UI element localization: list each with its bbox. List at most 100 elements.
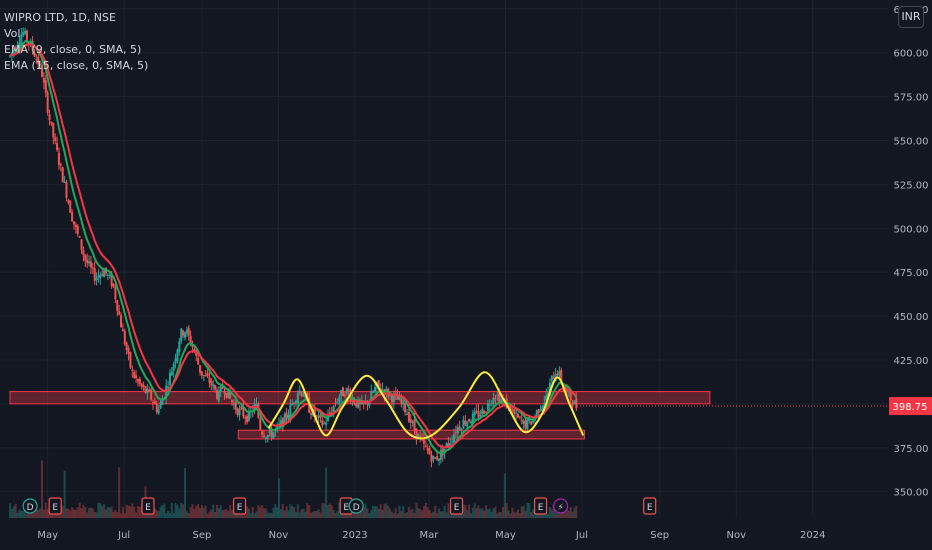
event-marker-shape (48, 497, 62, 515)
y-tick-label: 475.00 (894, 268, 929, 279)
candle (558, 366, 561, 379)
candle-body (454, 432, 457, 434)
candle (496, 391, 499, 402)
volume-bar (522, 505, 525, 518)
grid-lines (0, 0, 888, 518)
candle (35, 54, 38, 64)
candle (539, 405, 542, 412)
event-marker-label: E (237, 503, 243, 513)
candle-body (223, 390, 226, 394)
volume-bar (170, 502, 173, 518)
volume-bar (547, 513, 550, 518)
candle (437, 458, 440, 466)
candle (86, 253, 89, 268)
ema-slow-label[interactable]: EMA (15, close, 0, SMA, 5) (4, 59, 149, 72)
candle (238, 404, 241, 421)
candle-body (16, 45, 19, 49)
volume-bar (389, 508, 392, 518)
volume-bar (490, 511, 493, 518)
volume-bar (279, 509, 282, 518)
candle-body (518, 416, 521, 418)
volume-bar (37, 509, 40, 518)
volume-bar (210, 509, 213, 518)
event-marker-earnings: E (449, 497, 464, 515)
candle-body (78, 236, 81, 238)
candle-body (210, 380, 213, 385)
candle-body (48, 114, 51, 121)
candle-body (225, 392, 228, 398)
currency-button[interactable]: INR (898, 6, 924, 28)
volume-bar (321, 503, 324, 518)
candle (225, 392, 228, 399)
volume-bar (439, 511, 442, 518)
candle-body (259, 418, 262, 430)
volume-bar (481, 508, 484, 518)
candle-body (458, 426, 461, 430)
volume-bar (95, 512, 98, 518)
candle-body (432, 456, 435, 460)
ema-fast-label[interactable]: EMA (9, close, 0, SMA, 5) (4, 43, 142, 56)
candle (302, 391, 305, 397)
candle-body (178, 341, 181, 352)
volume-bar (413, 512, 416, 518)
volume-bar (131, 503, 134, 518)
vol-indicator-label[interactable]: Vol (4, 27, 21, 40)
candle-body (95, 277, 98, 281)
candle (310, 409, 313, 420)
symbol-title[interactable]: WIPRO LTD, 1D, NSE (4, 11, 116, 24)
candle (517, 412, 519, 419)
candle-body (138, 378, 141, 385)
volume-bar (443, 505, 446, 518)
volume-bar (12, 506, 15, 518)
volume-bar (362, 506, 365, 518)
volume-bar (402, 505, 405, 518)
candle-body (396, 396, 399, 400)
volume-bar (163, 503, 166, 518)
candle-body (136, 379, 139, 382)
volume-bar (422, 505, 425, 518)
volume-bar (14, 503, 17, 518)
event-marker-label: E (145, 503, 151, 513)
candle (129, 351, 132, 370)
y-tick-label: 600.00 (894, 49, 929, 60)
candle (259, 416, 262, 431)
volume-bar (306, 503, 309, 518)
volume-bar (394, 508, 397, 518)
volume-bar (20, 510, 23, 518)
volume-bar (330, 505, 333, 518)
volume-bar (24, 509, 27, 518)
candle (46, 90, 49, 116)
volume-bar (159, 506, 162, 518)
candle-body (18, 42, 21, 47)
candle-body (242, 408, 245, 417)
candle (54, 133, 57, 145)
candle (76, 224, 79, 237)
candle-body (426, 447, 429, 451)
candle-body (37, 56, 40, 65)
candle (342, 386, 345, 397)
volume-bar (187, 512, 190, 518)
candle (488, 399, 491, 412)
volume-bar (468, 504, 471, 518)
candle-body (89, 261, 92, 268)
candle-body (57, 152, 60, 165)
candle (332, 405, 335, 418)
volume-bar (494, 506, 497, 518)
volume-bar (366, 508, 369, 518)
volume-bar (310, 512, 313, 518)
candle-body (409, 418, 412, 423)
candle-body (155, 404, 158, 413)
candle (210, 378, 213, 391)
candle (71, 209, 74, 222)
candle (390, 393, 393, 409)
candle-body (404, 403, 407, 413)
volume-bar (212, 504, 215, 518)
candle-body (466, 421, 469, 427)
event-marker-label: E (538, 503, 544, 513)
candle-body (377, 380, 380, 387)
candle (59, 162, 62, 172)
candle-body (244, 417, 247, 419)
event-marker-shape (22, 498, 38, 514)
volume-bar (287, 510, 290, 518)
